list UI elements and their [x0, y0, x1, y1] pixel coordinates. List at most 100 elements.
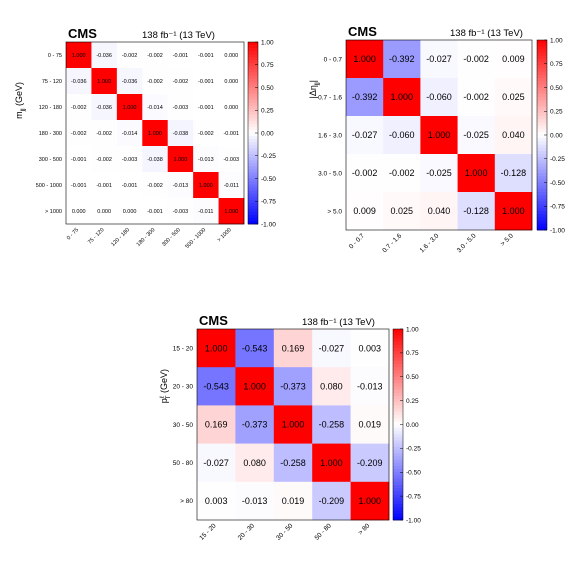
colorbar-segment [537, 68, 547, 73]
heatmap-cell [273, 443, 313, 483]
colorbar-segment [393, 370, 403, 374]
colorbar-segment [537, 144, 547, 149]
cell-value-label: 0.000 [123, 209, 137, 215]
colorbar-segment [537, 93, 547, 98]
colorbar-segment [393, 488, 403, 492]
colorbar-segment [248, 196, 258, 201]
colorbar-segment [248, 111, 258, 116]
heatmap-cell [346, 78, 384, 117]
colorbar-segment [393, 357, 403, 362]
x-tick-label: 1.6 - 3.0 [419, 232, 441, 254]
colorbar-segment [537, 135, 547, 139]
heatmap-cell [346, 154, 384, 193]
colorbar-segment [248, 166, 258, 170]
colorbar-segment [393, 414, 403, 419]
cell-value-label: -0.003 [173, 105, 189, 111]
colorbar-segment [248, 54, 258, 58]
colorbar-segment [537, 198, 547, 202]
heatmap-cell [420, 78, 458, 117]
heatmap-cell [116, 68, 143, 95]
y-tick-label: 3.0 - 5.0 [318, 170, 342, 177]
colorbar-tick-label: 0.75 [550, 61, 563, 68]
x-tick-label: 3.0 - 5.0 [456, 232, 478, 254]
cell-value-label: 0.009 [353, 206, 376, 216]
heatmap-cell [66, 198, 92, 225]
y-axis-title: mjj (GeV) [14, 82, 27, 119]
colorbar-segment [248, 151, 258, 155]
cell-value-label: 1.000 [199, 183, 213, 189]
colorbar-segment [248, 117, 258, 122]
colorbar-segment [393, 392, 403, 397]
cell-value-label: -0.373 [280, 381, 306, 391]
cell-value-label: -0.011 [198, 209, 213, 215]
heatmap-cell [193, 198, 219, 225]
colorbar-segment [537, 62, 547, 66]
cell-value-label: 1.000 [72, 53, 86, 59]
colorbar-segment [537, 49, 547, 54]
heatmap-cell [197, 481, 236, 521]
heatmap-cell [193, 68, 219, 95]
colorbar-segment [393, 437, 403, 441]
cell-value-label: -0.036 [96, 53, 112, 59]
heatmap-cell [197, 443, 236, 483]
colorbar-segment [537, 43, 547, 47]
heatmap-cell [312, 405, 351, 444]
colorbar-segment [393, 348, 403, 352]
colorbar-segment [537, 106, 547, 111]
heatmap-cell [91, 146, 118, 173]
heatmap-cell [494, 154, 533, 193]
colorbar-segment [393, 478, 403, 483]
colorbar-tick-label: 1.00 [261, 39, 274, 46]
heatmap-cell [167, 172, 194, 199]
colorbar-segment [537, 195, 547, 199]
cell-value-label: -0.003 [223, 157, 239, 163]
x-tick-label: 75 - 120 [87, 227, 106, 246]
colorbar-segment [537, 214, 547, 218]
colorbar-tick-label: 0.25 [261, 108, 274, 115]
colorbar-segment [393, 418, 403, 422]
cell-value-label: -0.258 [280, 458, 306, 468]
heatmap-cell [91, 68, 118, 95]
x-tick-label: 0 - 0.7 [348, 232, 366, 250]
colorbar-segment [393, 475, 403, 480]
colorbar-segment [537, 128, 547, 133]
colorbar-segment [537, 223, 547, 228]
colorbar-segment [248, 99, 258, 104]
cell-value-label: 1.000 [359, 496, 382, 506]
colorbar-segment [537, 138, 547, 142]
cell-value-label: -0.392 [389, 54, 415, 64]
colorbar-segment [537, 100, 547, 104]
y-tick-label: > 80 [180, 498, 193, 505]
y-tick-label: 120 - 180 [39, 105, 62, 111]
y-tick-label: 50 - 80 [173, 460, 194, 467]
heatmap-cell [193, 146, 219, 173]
heatmap-cell [383, 192, 421, 231]
plot-frame [345, 39, 533, 231]
colorbar-segment [393, 341, 403, 346]
colorbar-segment [248, 42, 258, 46]
cell-value-label: -0.001 [71, 157, 87, 163]
heatmap-cell [350, 405, 390, 444]
cell-value-label: -0.373 [242, 420, 268, 430]
heatmap-cell [346, 40, 384, 79]
y-axis-title: |Δηjj| [308, 80, 321, 99]
heatmap-cell [218, 94, 245, 121]
colorbar-segment [248, 187, 258, 192]
heatmap-cell [167, 68, 194, 95]
colorbar-tick-label: 1.00 [550, 37, 563, 44]
heatmap-cell [312, 367, 351, 406]
y-tick-label: 180 - 300 [39, 131, 62, 137]
cell-value-label: -0.002 [96, 131, 112, 137]
cell-value-label: -0.013 [357, 381, 383, 391]
cell-value-label: -0.002 [122, 53, 138, 59]
heatmap-cell [66, 172, 92, 199]
cell-value-label: 0.169 [282, 343, 305, 353]
cell-value-label: -0.001 [96, 183, 112, 189]
heatmap-cell [457, 78, 496, 117]
cell-value-label: -0.001 [198, 105, 214, 111]
colorbar-segment [537, 176, 547, 180]
heatmap-cell [312, 481, 351, 521]
colorbar-segment [393, 434, 403, 438]
colorbar-segment [393, 399, 403, 403]
colorbar-segment [248, 57, 258, 61]
